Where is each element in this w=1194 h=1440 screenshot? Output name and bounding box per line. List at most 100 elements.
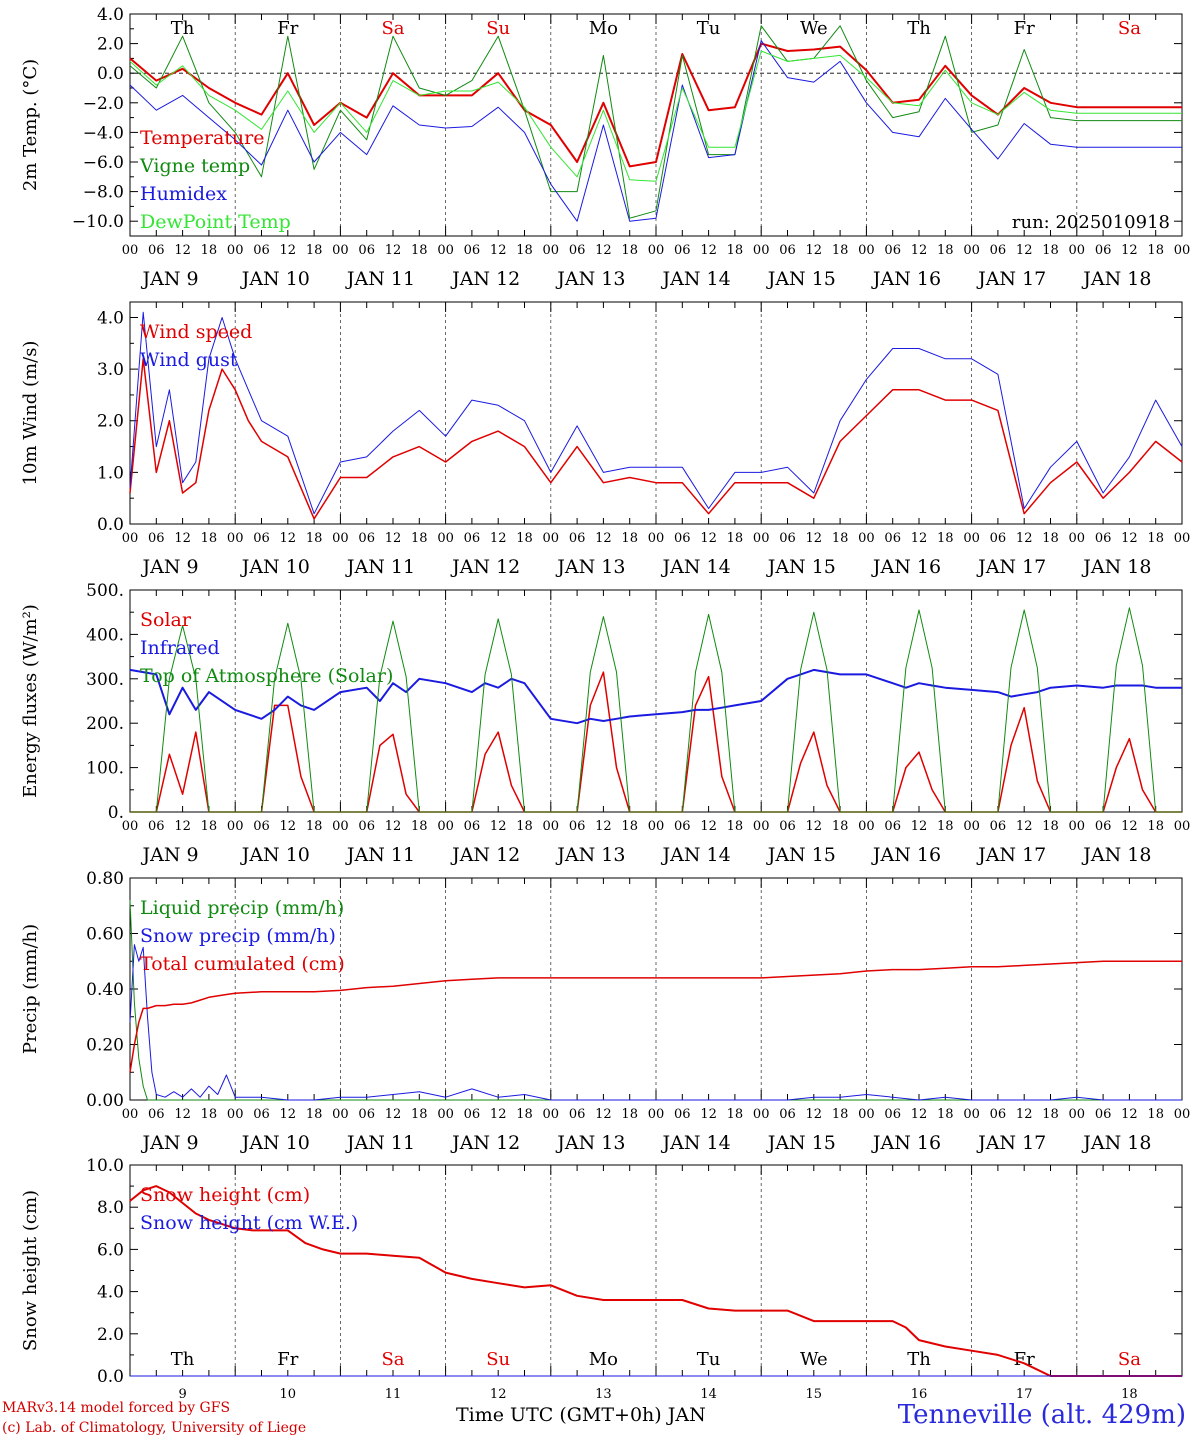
x-hour-label: 12 xyxy=(595,819,612,834)
y-tick-label: 100. xyxy=(86,759,124,779)
day-number-label: 16 xyxy=(911,1387,928,1402)
x-hour-label: 06 xyxy=(148,819,165,834)
x-hour-label: 00 xyxy=(122,243,139,258)
x-hour-label: 00 xyxy=(858,1107,875,1122)
x-hour-label: 00 xyxy=(648,819,665,834)
y-tick-label: 500. xyxy=(86,581,124,601)
x-date-label: JAN 9 xyxy=(141,844,199,866)
x-hour-label: 18 xyxy=(516,1107,533,1122)
x-hour-label: 18 xyxy=(411,243,428,258)
x-hour-label: 18 xyxy=(727,819,744,834)
x-date-label: JAN 13 xyxy=(555,1132,625,1154)
x-hour-label: 12 xyxy=(1121,531,1138,546)
x-hour-label: 00 xyxy=(963,243,980,258)
x-hour-label: 06 xyxy=(253,531,270,546)
x-date-label: JAN 12 xyxy=(450,1132,520,1154)
x-hour-label: 12 xyxy=(806,819,823,834)
panel-5: 0.0 2.0 4.0 6.0 8.0 10.0 Snow height (cm) Th Fr S… xyxy=(20,1156,1183,1402)
x-hour-label: 00 xyxy=(332,1107,349,1122)
day-number-label: 9 xyxy=(178,1387,186,1402)
x-date-label: JAN 16 xyxy=(871,268,941,290)
x-hour-label: 12 xyxy=(490,819,507,834)
x-hour-label: 06 xyxy=(1095,819,1112,834)
x-hour-label: 00 xyxy=(332,819,349,834)
weekday-label: Tu xyxy=(697,18,721,39)
x-hour-label: 18 xyxy=(621,819,638,834)
x-hour-label: 06 xyxy=(990,1107,1007,1122)
x-hour-label: 06 xyxy=(674,819,691,834)
x-hour-label: 12 xyxy=(700,1107,717,1122)
x-date-label: JAN 14 xyxy=(661,268,731,290)
x-date-label: JAN 11 xyxy=(345,844,415,866)
x-hour-label: 18 xyxy=(1147,243,1164,258)
x-hour-label: 12 xyxy=(174,1107,191,1122)
x-hour-label: 06 xyxy=(674,1107,691,1122)
legend-entry: Top of Atmosphere (Solar) xyxy=(140,665,393,687)
x-hour-label: 00 xyxy=(332,531,349,546)
day-number-label: 14 xyxy=(700,1387,717,1402)
x-date-label: JAN 18 xyxy=(1081,1132,1151,1154)
day-number-label: 15 xyxy=(806,1387,823,1402)
y-tick-label: 0.0 xyxy=(97,1367,124,1387)
legend-entry: DewPoint Temp xyxy=(140,211,291,233)
x-hour-label: 18 xyxy=(832,243,849,258)
legend-entry: Humidex xyxy=(140,183,227,205)
x-hour-label: 06 xyxy=(253,819,270,834)
panel-1: 4.0 2.0 0.0 −2.0 −4.0 −6.0 −8.0 −10.0 2m Temp. (… xyxy=(20,5,1190,290)
x-hour-label: 18 xyxy=(1042,1107,1059,1122)
x-hour-label: 18 xyxy=(832,1107,849,1122)
x-hour-label: 06 xyxy=(990,531,1007,546)
x-hour-label: 00 xyxy=(543,819,560,834)
x-hour-label: 12 xyxy=(490,531,507,546)
x-hour-label: 06 xyxy=(464,243,481,258)
x-hour-label: 00 xyxy=(1174,819,1191,834)
series-line xyxy=(129,960,1182,1073)
x-hour-label: 18 xyxy=(937,531,954,546)
x-hour-label: 00 xyxy=(227,819,244,834)
x-hour-label: 12 xyxy=(595,243,612,258)
weekday-label: Sa xyxy=(381,1349,404,1370)
x-hour-label: 12 xyxy=(911,531,928,546)
x-hour-label: 12 xyxy=(806,531,823,546)
x-hour-label: 12 xyxy=(490,1107,507,1122)
x-hour-label: 12 xyxy=(385,1107,402,1122)
x-hour-label: 06 xyxy=(464,819,481,834)
day-number-label: 10 xyxy=(280,1387,297,1402)
x-axis-title: Time UTC (GMT+0h) JAN xyxy=(456,1404,706,1426)
x-hour-label: 00 xyxy=(648,1107,665,1122)
x-date-label: JAN 12 xyxy=(450,556,520,578)
series-line xyxy=(129,668,1182,725)
x-hour-label: 18 xyxy=(516,819,533,834)
x-hour-label: 06 xyxy=(1095,243,1112,258)
series-line xyxy=(129,358,1183,520)
weekday-label: Mo xyxy=(589,1349,618,1370)
x-hour-label: 18 xyxy=(411,819,428,834)
x-date-label: JAN 17 xyxy=(976,1132,1046,1154)
x-hour-label: 06 xyxy=(569,243,586,258)
x-hour-label: 00 xyxy=(227,1107,244,1122)
panel-3: 0. 100. 200. 300. 400. 500. Energy fluxes (W/m… xyxy=(20,581,1190,866)
x-date-label: JAN 14 xyxy=(661,556,731,578)
x-date-label: JAN 9 xyxy=(141,268,199,290)
x-hour-label: 06 xyxy=(569,531,586,546)
x-hour-label: 12 xyxy=(174,819,191,834)
run-annotation: run: 2025010918 xyxy=(1012,212,1170,233)
x-hour-label: 18 xyxy=(306,819,323,834)
x-hour-label: 06 xyxy=(884,819,901,834)
legend-entry: Total cumulated (cm) xyxy=(140,953,345,975)
x-hour-label: 00 xyxy=(963,819,980,834)
x-date-label: JAN 18 xyxy=(1081,844,1151,866)
y-tick-label: −2.0 xyxy=(83,94,124,114)
x-hour-label: 06 xyxy=(358,531,375,546)
x-hour-label: 00 xyxy=(753,243,770,258)
x-date-label: JAN 13 xyxy=(555,268,625,290)
y-tick-label: 4.0 xyxy=(97,308,124,328)
x-date-label: JAN 10 xyxy=(240,556,310,578)
x-date-label: JAN 12 xyxy=(450,268,520,290)
x-hour-label: 12 xyxy=(700,819,717,834)
x-hour-label: 18 xyxy=(621,1107,638,1122)
weekday-label: We xyxy=(800,18,828,39)
model-credit: MARv3.14 model forced by GFS xyxy=(2,1400,231,1416)
x-hour-label: 18 xyxy=(1042,531,1059,546)
x-hour-label: 12 xyxy=(595,1107,612,1122)
